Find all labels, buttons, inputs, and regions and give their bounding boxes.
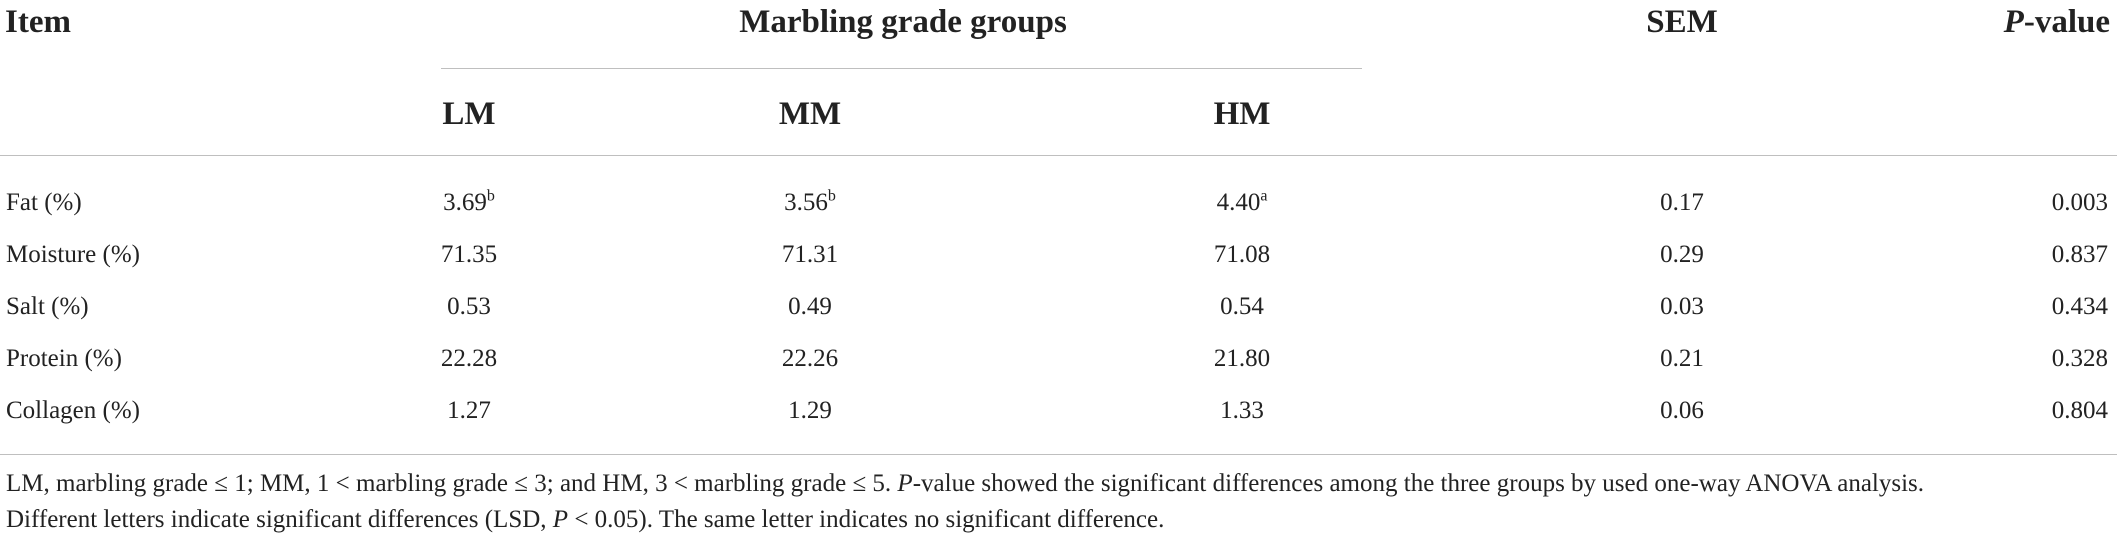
row-value-lm: 3.69b — [443, 188, 495, 218]
row-value-lm-text: 0.53 — [447, 293, 491, 320]
row-value-sem-text: 0.29 — [1660, 241, 1704, 268]
row-item-label-text: Collagen (%) — [6, 397, 140, 424]
table-row: Moisture (%) 71.35 71.31 71.08 0.29 0.837 — [0, 240, 2117, 292]
row-value-lm-text: 1.27 — [447, 397, 491, 424]
row-value-mm: 1.29 — [788, 396, 832, 426]
significance-letter: b — [486, 187, 495, 205]
row-value-p-text: 0.003 — [2051, 189, 2108, 216]
row-value-lm: 0.53 — [447, 292, 491, 322]
row-item-label: Protein (%) — [6, 344, 122, 374]
header-item: Item — [5, 4, 71, 40]
footnote-1-p-italic: P — [897, 470, 913, 497]
row-value-sem-text: 0.06 — [1660, 397, 1704, 424]
row-value-hm-text: 21.80 — [1213, 345, 1271, 372]
row-value-hm: 21.80 — [1214, 344, 1270, 374]
row-value-hm: 71.08 — [1214, 240, 1270, 270]
significance-letter: a — [1260, 187, 1268, 205]
table-row: Fat (%) 3.69b 3.56b 4.40a 0.17 0.003 — [0, 188, 2117, 240]
row-item-label: Collagen (%) — [6, 396, 140, 426]
row-value-mm-text: 0.49 — [788, 293, 832, 320]
row-value-lm: 1.27 — [447, 396, 491, 426]
row-item-label-text: Fat (%) — [6, 189, 82, 216]
row-value-lm: 22.28 — [441, 344, 497, 374]
row-value-hm-text: 4.40 — [1216, 189, 1261, 216]
row-value-hm: 4.40a — [1217, 188, 1268, 218]
row-item-label-text: Salt (%) — [6, 293, 89, 320]
row-value-lm-text: 22.28 — [440, 345, 498, 372]
significance-letter: b — [827, 187, 836, 205]
row-value-mm-text: 22.26 — [781, 345, 839, 372]
table-row: Salt (%) 0.53 0.49 0.54 0.03 0.434 — [0, 292, 2117, 344]
row-value-hm-text: 1.33 — [1220, 397, 1264, 424]
row-value-hm: 1.33 — [1220, 396, 1264, 426]
row-value-p-text: 0.434 — [2051, 293, 2108, 320]
row-value-p-text: 0.328 — [2051, 345, 2108, 372]
row-item-label: Moisture (%) — [6, 240, 140, 270]
footnote-2a: Different letters indicate significant d… — [6, 506, 553, 533]
row-value-sem: 0.21 — [1660, 344, 1704, 374]
header-group-title: Marbling grade groups — [739, 4, 1067, 40]
header-sem: SEM — [1646, 4, 1718, 40]
row-value-p-text: 0.804 — [2051, 397, 2108, 424]
row-item-label: Fat (%) — [6, 188, 82, 218]
row-value-mm: 22.26 — [782, 344, 838, 374]
row-item-label-text: Protein (%) — [6, 345, 122, 372]
row-value-mm: 0.49 — [788, 292, 832, 322]
row-value-p: 0.003 — [2052, 188, 2108, 218]
header-group-hm: HM — [1213, 96, 1271, 132]
row-value-mm: 3.56b — [784, 188, 836, 218]
row-value-p: 0.328 — [2052, 344, 2108, 374]
row-value-sem: 0.17 — [1660, 188, 1704, 218]
row-value-mm: 71.31 — [782, 240, 838, 270]
row-value-hm-text: 0.54 — [1220, 293, 1264, 320]
header-group-lm: LM — [442, 96, 496, 132]
row-value-lm-text: 71.35 — [440, 241, 498, 268]
group-spanner-rule — [441, 68, 1362, 69]
header-group-mm: MM — [778, 96, 842, 132]
table-row: Protein (%) 22.28 22.26 21.80 0.21 0.328 — [0, 344, 2117, 396]
row-value-p: 0.837 — [2052, 240, 2108, 270]
row-value-p: 0.804 — [2052, 396, 2108, 426]
header-p-rest: -value — [2023, 4, 2110, 40]
row-value-p: 0.434 — [2052, 292, 2108, 322]
footnote-2b: < 0.05). The same letter indicates no si… — [568, 506, 1165, 533]
row-value-hm: 0.54 — [1220, 292, 1264, 322]
row-value-mm-text: 71.31 — [781, 241, 839, 268]
row-value-sem-text: 0.21 — [1660, 345, 1704, 372]
table-bottom-rule — [0, 454, 2117, 455]
row-value-sem-text: 0.03 — [1660, 293, 1704, 320]
row-value-p-text: 0.837 — [2051, 241, 2108, 268]
header-p-italic: P — [2003, 4, 2024, 40]
header-p-value: P-value — [2004, 2, 2110, 42]
footnote-1a: LM, marbling grade ≤ 1; MM, 1 < marbling… — [6, 470, 898, 497]
row-value-lm: 71.35 — [441, 240, 497, 270]
footnote-line-1: LM, marbling grade ≤ 1; MM, 1 < marbling… — [6, 467, 1924, 501]
row-value-sem: 0.29 — [1660, 240, 1704, 270]
row-item-label: Salt (%) — [6, 292, 89, 322]
row-value-sem: 0.06 — [1660, 396, 1704, 426]
footnote-line-2: Different letters indicate significant d… — [6, 503, 1164, 537]
header-bottom-rule — [0, 155, 2117, 156]
row-value-mm-text: 1.29 — [788, 397, 832, 424]
row-item-label-text: Moisture (%) — [6, 241, 140, 268]
table-row: Collagen (%) 1.27 1.29 1.33 0.06 0.804 — [0, 396, 2117, 448]
row-value-mm-text: 3.56 — [784, 189, 828, 216]
row-value-sem-text: 0.17 — [1660, 189, 1704, 216]
row-value-hm-text: 71.08 — [1213, 241, 1271, 268]
row-value-lm-text: 3.69 — [443, 189, 487, 216]
footnote-2-p-italic: P — [552, 506, 569, 533]
footnote-1b: -value showed the significant difference… — [912, 470, 1925, 497]
row-value-sem: 0.03 — [1660, 292, 1704, 322]
